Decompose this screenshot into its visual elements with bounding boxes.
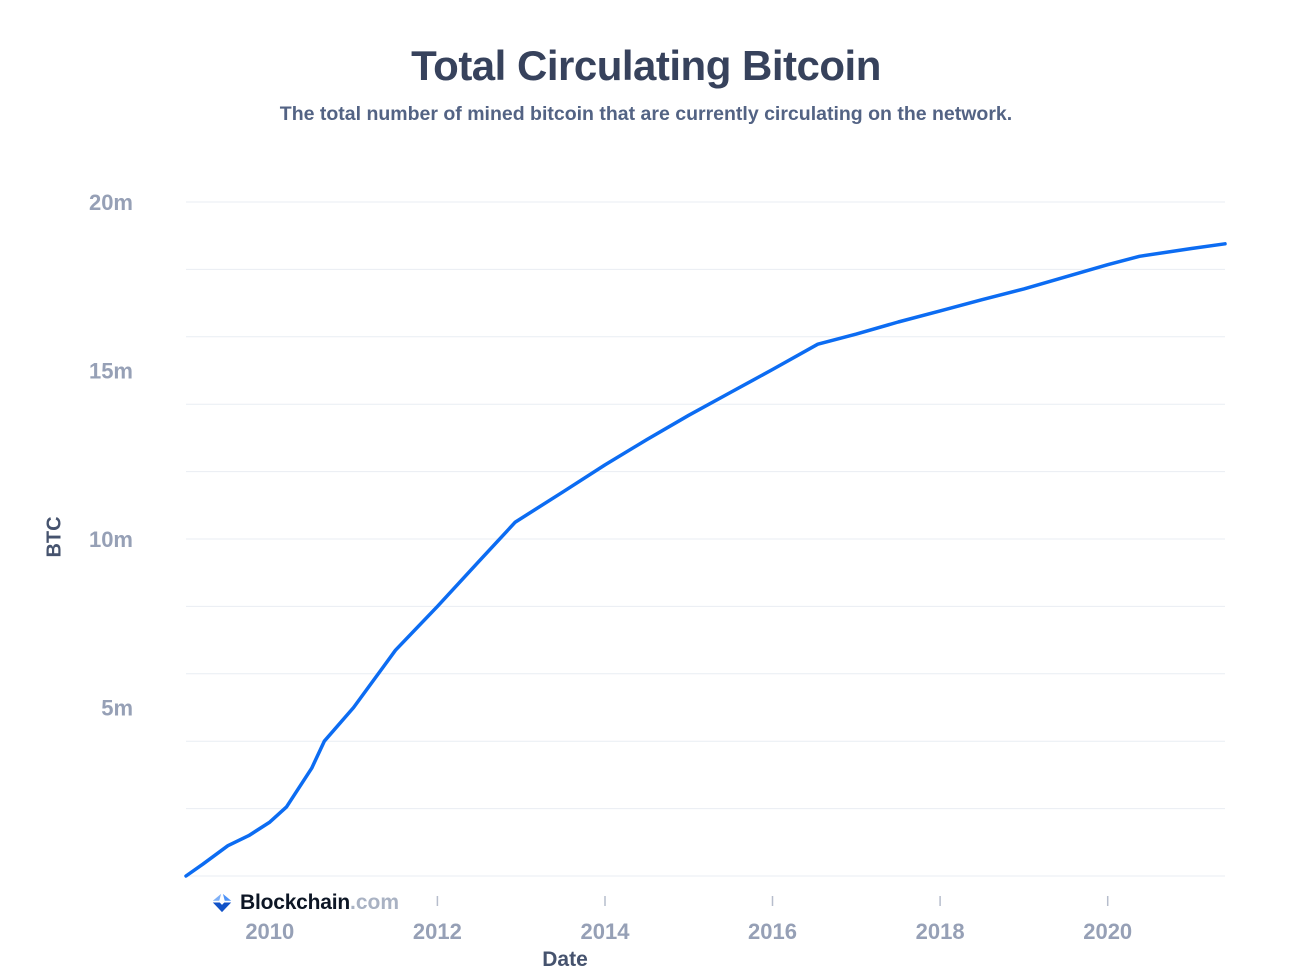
- x-axis-title: Date: [542, 948, 588, 971]
- x-tick-label: 2010: [245, 919, 294, 944]
- blockchain-logo[interactable]: Blockchain.com: [209, 889, 406, 917]
- logo-text: Blockchain: [240, 891, 351, 914]
- blockchain-diamond-icon: [212, 893, 232, 913]
- x-tick-label: 2016: [748, 919, 797, 944]
- x-tick-label: 2012: [413, 919, 462, 944]
- y-axis-title: BTC: [43, 516, 66, 558]
- logo-suffix: .com: [350, 891, 400, 914]
- y-tick-label: 20m: [89, 190, 133, 215]
- x-tick-label: 2018: [916, 919, 965, 944]
- x-tick-label: 2014: [581, 919, 631, 944]
- page-title: Total Circulating Bitcoin: [411, 42, 881, 89]
- page-subtitle: The total number of mined bitcoin that a…: [279, 103, 1013, 125]
- y-tick-label: 5m: [101, 696, 133, 721]
- x-tick-label: 2020: [1083, 919, 1132, 944]
- y-tick-label: 15m: [89, 359, 133, 384]
- y-tick-label: 10m: [89, 527, 133, 552]
- supply-line-path: [184, 242, 1227, 878]
